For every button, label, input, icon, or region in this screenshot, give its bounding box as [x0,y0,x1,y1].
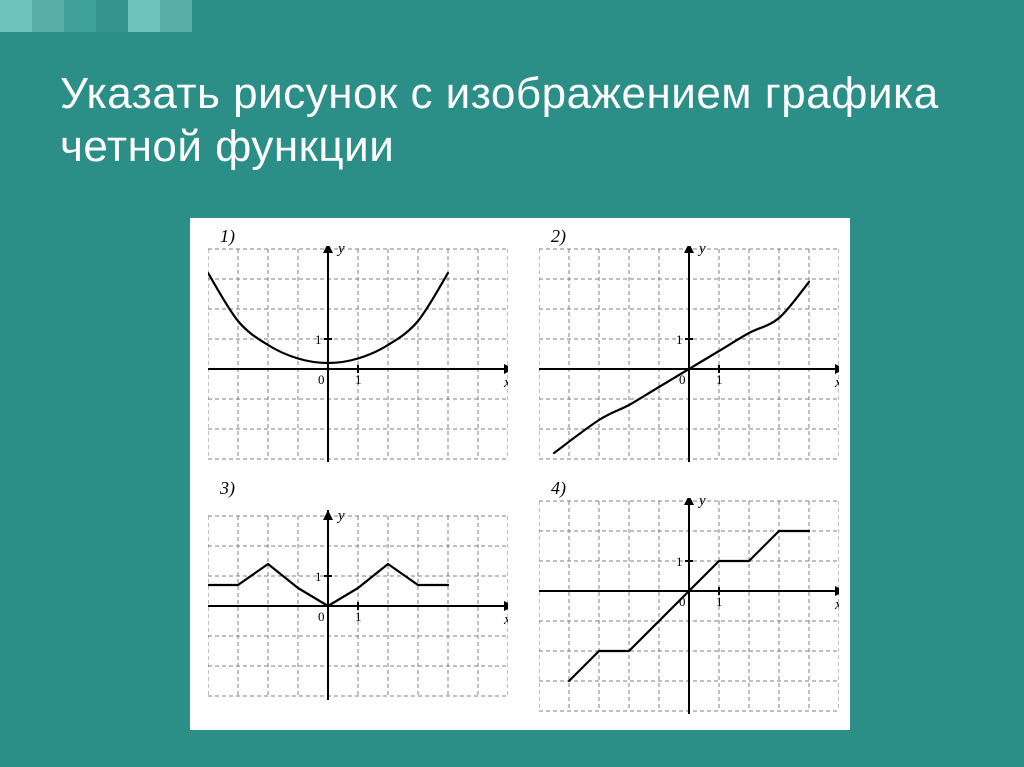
top-decoration [0,0,192,32]
plot-cell-4: 4) 011xy [529,476,842,720]
svg-text:y: y [336,246,345,257]
svg-text:0: 0 [318,372,325,387]
deco-square [32,0,64,32]
plots-grid: 1) 0 1 1 x y 2) 0 1 1 x y 3) 0 1 1 x y 4) 0 1 1 x y [190,218,850,730]
plot-cell-3: 3) 0 1 1 x y [198,476,511,720]
deco-square [96,0,128,32]
plot-label-1: 1) [220,226,235,247]
slide-title: Указать рисунок с изображением графика ч… [60,68,960,174]
svg-text:1: 1 [355,372,362,387]
plot-label-3: 3) [220,478,235,499]
svg-text:y: y [336,508,345,524]
deco-square [64,0,96,32]
plot-svg: 0 1 1 x y [208,246,508,462]
svg-text:1: 1 [315,569,322,584]
plot-cell-2: 2) 011xy [529,224,842,468]
plot-svg: 0 1 1 x y [208,498,508,714]
svg-text:1: 1 [716,594,723,609]
svg-text:0: 0 [318,609,325,624]
slide: Указать рисунок с изображением графика ч… [0,0,1024,767]
plot-svg: 011xy [539,498,839,714]
svg-text:x: x [503,612,508,628]
deco-square [128,0,160,32]
svg-text:x: x [503,375,508,391]
svg-text:y: y [697,498,706,509]
svg-text:1: 1 [716,372,723,387]
deco-square [0,0,32,32]
plot-svg: 011xy [539,246,839,462]
svg-text:1: 1 [676,554,683,569]
svg-text:1: 1 [315,332,322,347]
plot-cell-1: 1) 0 1 1 x y [198,224,511,468]
svg-text:x: x [834,597,839,613]
svg-text:1: 1 [355,609,362,624]
plots-panel: 1) 0 1 1 x y 2) 0 1 1 x y 3) 0 1 1 x y 4) 0 1 1 x y [190,218,850,730]
svg-text:y: y [697,246,706,257]
svg-text:1: 1 [676,332,683,347]
deco-square [160,0,192,32]
svg-text:x: x [834,375,839,391]
plot-label-4: 4) [551,478,566,499]
plot-label-2: 2) [551,226,566,247]
